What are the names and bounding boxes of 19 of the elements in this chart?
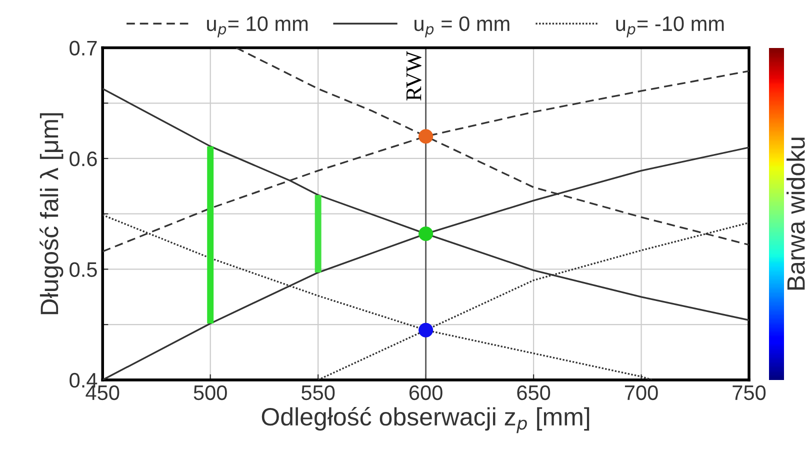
x-tick-label: 500 xyxy=(194,385,227,400)
x-tick-label: 750 xyxy=(732,385,766,400)
y-tick-label: 0.6 xyxy=(70,151,97,166)
x-tick-label: 600 xyxy=(409,385,442,400)
x-tick-label: 650 xyxy=(517,385,550,400)
y-axis-title: Długość fali λ [μm] xyxy=(40,113,64,314)
y-tick-label: 0.7 xyxy=(70,40,97,56)
y-tick-label: 0.5 xyxy=(70,262,97,277)
color-bar-title: Barwa widoku xyxy=(786,138,805,290)
legend-label: u$_{p}$ = 0 mm xyxy=(414,16,510,38)
x-tick-label: 550 xyxy=(302,385,335,400)
point xyxy=(418,322,434,338)
ref-line-label: RVW xyxy=(406,51,422,101)
x-axis-title: Odległość obserwacji z$_{p}$ [mm] xyxy=(262,406,590,434)
legend-label: u$_{p}$= 10 mm xyxy=(207,16,308,38)
point xyxy=(418,226,434,242)
x-tick-label: 700 xyxy=(624,385,658,400)
point xyxy=(418,129,434,144)
legend-label: u$_{p}$= -10 mm xyxy=(616,16,724,38)
